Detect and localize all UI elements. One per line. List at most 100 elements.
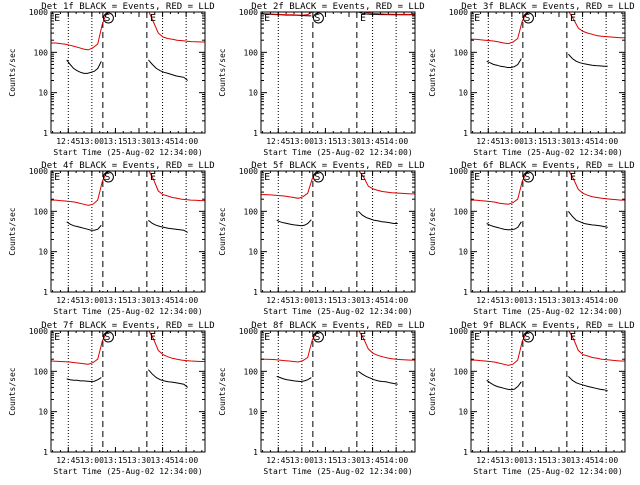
- panel-3: Det 3f BLACK = Events, RED = LLD Counts/s…: [428, 2, 635, 157]
- plot-frame: [470, 330, 626, 453]
- saa-marker-circle: [522, 171, 534, 183]
- plot-frame: [470, 170, 626, 293]
- lld-series-line: [471, 331, 625, 366]
- y-tick-label: 1: [253, 288, 258, 297]
- marker-label: S: [314, 172, 320, 183]
- x-tick-label: 13:30: [547, 456, 571, 465]
- y-tick-label: 1000: [239, 327, 258, 336]
- marker-label: E: [474, 172, 480, 183]
- x-axis-label: Start Time (25-Aug-02 12:34:00): [473, 467, 622, 476]
- saa-marker-circle: [522, 12, 534, 24]
- marker-label: E: [54, 172, 60, 183]
- saa-marker-circle: [102, 171, 114, 183]
- y-tick-label: 1: [43, 288, 48, 297]
- events-series-line: [486, 379, 522, 391]
- x-tick-label: 12:45: [56, 296, 80, 305]
- y-tick-label: 10: [248, 408, 258, 417]
- y-tick-label: 1000: [449, 327, 468, 336]
- x-tick-label: 13:00: [80, 296, 104, 305]
- y-tick-label: 10: [458, 408, 468, 417]
- y-tick-label: 10: [38, 89, 48, 98]
- events-series-line: [358, 370, 398, 385]
- panel-7: Det 7f BLACK = Events, RED = LLD Counts/s…: [8, 321, 215, 476]
- saa-marker-circle: [102, 331, 114, 343]
- plot-frame: [50, 11, 206, 134]
- y-tick-label: 100: [34, 48, 49, 57]
- marker-label: S: [524, 172, 530, 183]
- panel-1: Det 1f BLACK = Events, RED = LLD Counts/s…: [8, 2, 215, 157]
- events-series-line: [568, 376, 608, 392]
- x-tick-label: 12:45: [476, 456, 500, 465]
- y-tick-label: 1000: [449, 167, 468, 176]
- x-tick-label: 13:00: [500, 456, 524, 465]
- marker-label: E: [474, 332, 480, 343]
- panel-title: Det 4f BLACK = Events, RED = LLD: [41, 161, 214, 171]
- y-tick-label: 100: [454, 48, 469, 57]
- lld-series-line: [471, 171, 625, 205]
- y-tick-label: 1000: [239, 167, 258, 176]
- y-tick-label: 1: [43, 448, 48, 457]
- y-tick-label: 10: [38, 408, 48, 417]
- panel-title: Det 9f BLACK = Events, RED = LLD: [461, 321, 634, 331]
- marker-label: E: [150, 332, 156, 343]
- x-axis-label: Start Time (25-Aug-02 12:34:00): [53, 467, 202, 476]
- panel-8: Det 8f BLACK = Events, RED = LLD Counts/s…: [218, 321, 425, 476]
- events-series-line: [358, 210, 398, 224]
- x-tick-label: 13:45: [571, 456, 595, 465]
- x-axis-label: Start Time (25-Aug-02 12:34:00): [263, 148, 412, 157]
- panel-9: Det 9f BLACK = Events, RED = LLD Counts/s…: [428, 321, 635, 476]
- y-axis-label: Counts/sec: [218, 207, 227, 255]
- x-tick-label: 13:45: [151, 296, 175, 305]
- x-tick-label: 13:15: [313, 137, 337, 146]
- x-axis-label: Start Time (25-Aug-02 12:34:00): [263, 307, 412, 316]
- x-tick-label: 13:45: [361, 456, 385, 465]
- saa-marker-circle: [312, 171, 324, 183]
- lld-series-line: [261, 331, 415, 363]
- x-tick-label: 13:30: [547, 296, 571, 305]
- x-axis-label: Start Time (25-Aug-02 12:34:00): [473, 307, 622, 316]
- x-tick-label: 14:00: [594, 456, 618, 465]
- series-group: [471, 12, 625, 68]
- panel-title: Det 6f BLACK = Events, RED = LLD: [461, 161, 634, 171]
- x-tick-label: 13:15: [103, 296, 127, 305]
- y-tick-label: 10: [458, 89, 468, 98]
- marker-label: E: [570, 172, 576, 183]
- saa-marker-circle: [312, 331, 324, 343]
- series-group: [261, 171, 415, 227]
- panel-title: Det 7f BLACK = Events, RED = LLD: [41, 321, 214, 331]
- events-series-line: [276, 219, 312, 227]
- marker-label: E: [264, 332, 270, 343]
- x-tick-label: 14:00: [594, 137, 618, 146]
- events-series-line: [568, 53, 608, 67]
- x-tick-label: 13:00: [80, 137, 104, 146]
- x-axis-label: Start Time (25-Aug-02 12:34:00): [53, 307, 202, 316]
- x-tick-label: 14:00: [384, 296, 408, 305]
- events-series-line: [66, 59, 102, 74]
- x-tick-label: 13:30: [337, 296, 361, 305]
- y-tick-label: 1000: [29, 167, 48, 176]
- series-group: [471, 331, 625, 392]
- x-tick-label: 12:45: [266, 296, 290, 305]
- events-series-line: [276, 375, 312, 383]
- y-axis-label: Counts/sec: [8, 207, 17, 255]
- y-tick-label: 100: [244, 48, 259, 57]
- x-tick-label: 13:00: [290, 456, 314, 465]
- lld-series-line: [261, 171, 415, 199]
- saa-marker-circle: [102, 12, 114, 24]
- events-series-line: [66, 221, 102, 231]
- marker-label: E: [474, 13, 480, 24]
- events-series-line: [148, 369, 189, 388]
- lld-series-line: [51, 12, 205, 51]
- series-group: [51, 12, 205, 81]
- saa-marker-circle: [522, 331, 534, 343]
- panel-5: Det 5f BLACK = Events, RED = LLD Counts/s…: [218, 161, 425, 316]
- series-group: [51, 171, 205, 233]
- x-tick-label: 13:00: [500, 296, 524, 305]
- x-tick-label: 13:30: [127, 296, 151, 305]
- y-tick-label: 100: [244, 207, 259, 216]
- x-tick-label: 13:45: [571, 137, 595, 146]
- marker-label: E: [570, 13, 576, 24]
- x-tick-label: 14:00: [174, 137, 198, 146]
